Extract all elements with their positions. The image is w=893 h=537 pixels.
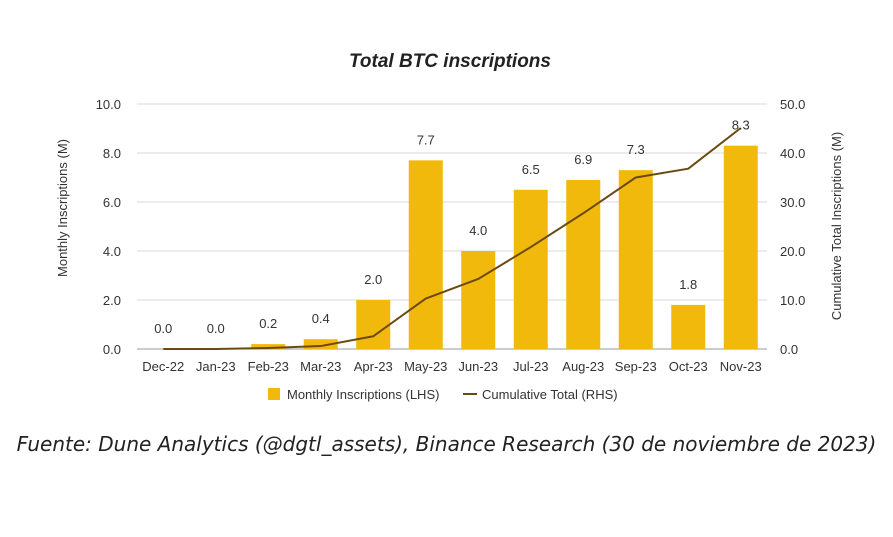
y-axis-right-label: Cumulative Total Inscriptions (M): [829, 132, 844, 320]
legend: Monthly Inscriptions (LHS) Cumulative To…: [268, 387, 618, 402]
x-tick-label: Nov-23: [720, 359, 762, 374]
bar-data-label: 6.9: [574, 152, 592, 167]
bar-data-label: 7.7: [417, 132, 435, 147]
gridlines: [137, 103, 767, 350]
bar-data-label: 2.0: [364, 272, 382, 287]
bar: [723, 145, 758, 349]
bar: [251, 344, 286, 349]
bar-data-label: 8.3: [732, 118, 750, 133]
y-left-tick-label: 2.0: [103, 293, 121, 308]
legend-label-bar: Monthly Inscriptions (LHS): [287, 387, 439, 402]
bar-data-label: 0.0: [207, 321, 225, 336]
x-tick-label: Oct-23: [669, 359, 708, 374]
x-tick-label: Jun-23: [458, 359, 498, 374]
bar-data-label: 0.0: [154, 321, 172, 336]
y-left-tick-label: 0.0: [103, 342, 121, 357]
source-caption: Fuente: Dune Analytics (@dgtl_assets), B…: [16, 432, 877, 456]
y-left-tick-label: 10.0: [96, 97, 121, 112]
y-left-tick-label: 8.0: [103, 146, 121, 161]
bar-data-label: 4.0: [469, 223, 487, 238]
cumulative-line: [163, 127, 742, 350]
axis-ticks: 0.0 0.0 2.0 10.0 4.0 20.0 6.0 30.0 8.0 40.0 10.0 50…: [96, 97, 806, 374]
x-tick-label: Mar-23: [300, 359, 341, 374]
bar: [461, 251, 496, 349]
x-tick-label: Jan-23: [196, 359, 236, 374]
legend-swatch-bar: [268, 388, 280, 400]
bar-data-label: 0.4: [312, 311, 330, 326]
bar: [303, 339, 338, 349]
bar: [671, 304, 706, 349]
y-left-tick-label: 6.0: [103, 195, 121, 210]
legend-label-line: Cumulative Total (RHS): [482, 387, 618, 402]
y-left-tick-label: 4.0: [103, 244, 121, 259]
bar-series: [251, 145, 758, 349]
chart-title: Total BTC inscriptions: [349, 51, 551, 72]
data-labels: 0.0 0.0 0.2 0.4 2.0 7.7 4.0 6.5 6.9 7.3 1.8 8.3: [154, 118, 750, 336]
y-right-tick-label: 0.0: [780, 342, 798, 357]
bar: [513, 189, 548, 349]
line-series: [163, 127, 742, 350]
bar-data-label: 6.5: [522, 162, 540, 177]
x-tick-label: Feb-23: [248, 359, 289, 374]
bar: [618, 170, 653, 349]
y-axis-left-label: Monthly Inscriptions (M): [55, 139, 70, 277]
y-right-tick-label: 30.0: [780, 195, 805, 210]
y-right-tick-label: 50.0: [780, 97, 805, 112]
bar-data-label: 7.3: [627, 142, 645, 157]
y-right-tick-label: 40.0: [780, 146, 805, 161]
y-right-tick-label: 20.0: [780, 244, 805, 259]
x-tick-label: Sep-23: [615, 359, 657, 374]
bar-data-label: 0.2: [259, 316, 277, 331]
bar: [408, 160, 443, 349]
bar: [356, 300, 391, 349]
bar: [566, 179, 601, 349]
x-tick-label: Jul-23: [513, 359, 548, 374]
combo-chart: Total BTC inscriptions 0.0 0.0 0.2 0.4 2.0 7.…: [55, 51, 844, 402]
x-tick-label: Aug-23: [562, 359, 604, 374]
y-right-tick-label: 10.0: [780, 293, 805, 308]
x-tick-label: May-23: [404, 359, 447, 374]
x-tick-label: Apr-23: [354, 359, 393, 374]
bar-data-label: 1.8: [679, 277, 697, 292]
x-tick-label: Dec-22: [142, 359, 184, 374]
